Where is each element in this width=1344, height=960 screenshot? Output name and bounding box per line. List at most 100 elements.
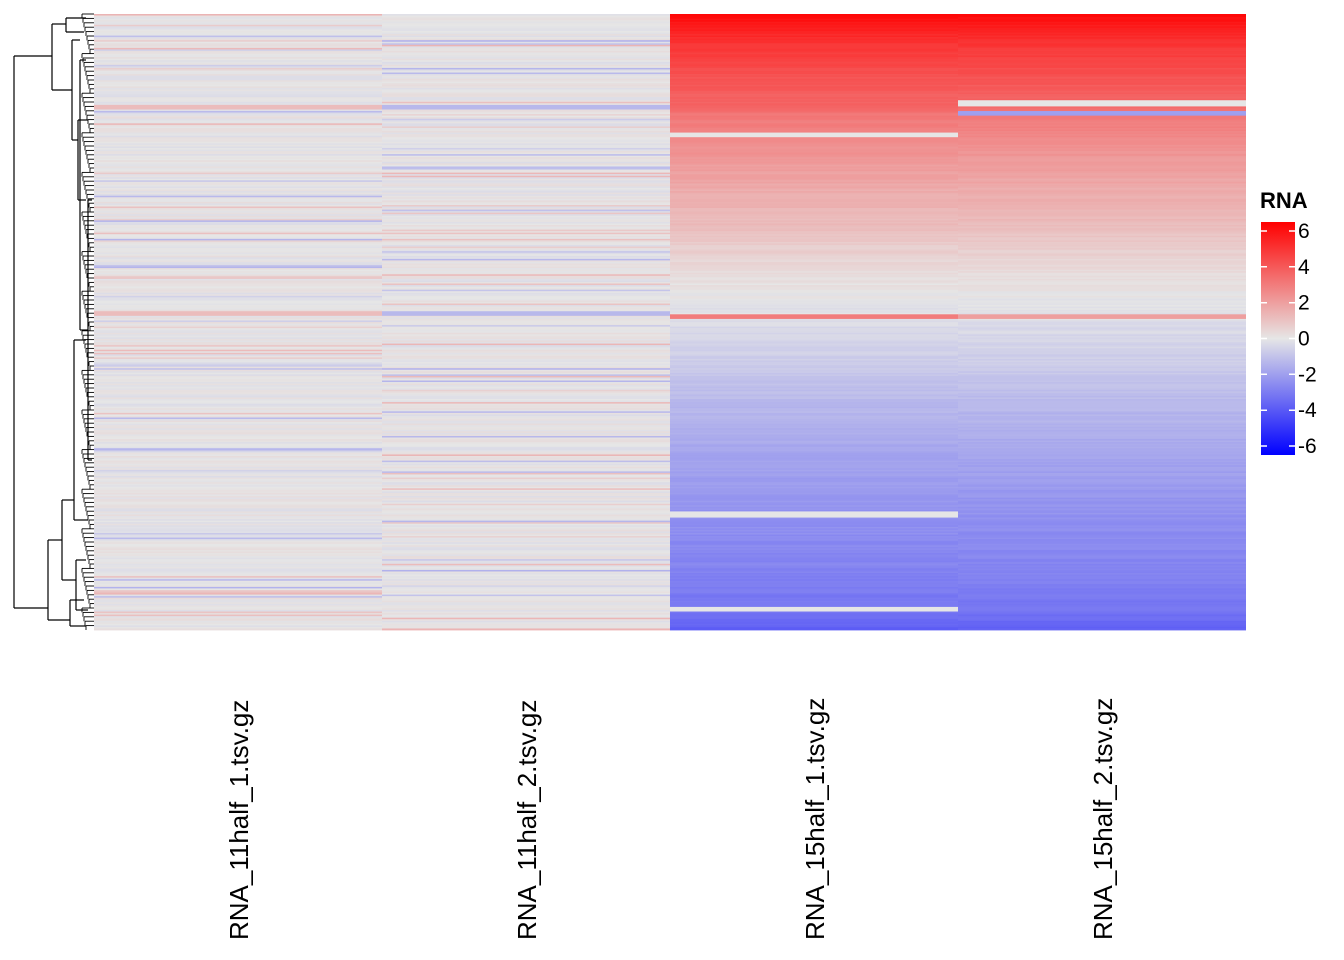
- heatmap-cell: [670, 174, 958, 177]
- heatmap-cell: [958, 322, 1246, 324]
- heatmap-cell: [94, 265, 382, 267]
- heatmap-cell: [670, 480, 958, 483]
- heatmap-cell: [670, 577, 958, 580]
- heatmap-cell: [382, 237, 670, 240]
- heatmap-cell: [94, 469, 382, 472]
- heatmap-cell: [382, 303, 670, 306]
- heatmap-cell: [958, 397, 1246, 400]
- heatmap-cell: [958, 402, 1246, 405]
- heatmap-cell: [670, 138, 958, 141]
- heatmap-cell: [958, 161, 1246, 164]
- heatmap-cell: [94, 397, 382, 400]
- heatmap-cell: [670, 126, 958, 129]
- heatmap-cell: [382, 477, 670, 480]
- heatmap-cell: [958, 343, 1246, 346]
- legend-tick-label: 0: [1298, 328, 1310, 351]
- heatmap-cell: [382, 114, 670, 117]
- heatmap-cell: [670, 223, 958, 226]
- heatmap-cell: [94, 491, 382, 494]
- heatmap-cell: [94, 482, 382, 485]
- heatmap-cell: [958, 217, 1246, 220]
- heatmap-cell: [670, 399, 958, 401]
- heatmap-cell: [958, 141, 1246, 144]
- heatmap-cell: [382, 155, 670, 158]
- heatmap-cell: [94, 362, 382, 364]
- heatmap-cell: [94, 562, 382, 565]
- heatmap-cell: [670, 34, 958, 36]
- heatmap-cell: [94, 286, 382, 289]
- heatmap-cell: [382, 38, 670, 41]
- heatmap-cell: [958, 127, 1246, 130]
- heatmap-cell: [94, 374, 382, 377]
- heatmap-cell: [382, 20, 670, 23]
- heatmap-cell: [94, 425, 382, 428]
- heatmap-cell: [670, 611, 958, 614]
- heatmap-cell: [94, 455, 382, 458]
- heatmap-cell: [382, 63, 670, 66]
- heatmap-cell: [670, 626, 958, 629]
- heatmap-cell: [94, 308, 382, 311]
- heatmap-cell: [958, 240, 1246, 243]
- heatmap-cell: [958, 34, 1246, 36]
- heatmap-cell: [958, 95, 1246, 98]
- heatmap-cell: [670, 43, 958, 46]
- heatmap-cell: [670, 375, 958, 378]
- heatmap-cell: [670, 94, 958, 97]
- heatmap-cell: [670, 117, 958, 120]
- heatmap-cell: [670, 591, 958, 594]
- heatmap-cell: [382, 58, 670, 61]
- heatmap-cell: [94, 166, 382, 169]
- heatmap-cell: [958, 472, 1246, 475]
- heatmap-cell: [382, 554, 670, 557]
- heatmap-cell: [94, 161, 382, 164]
- heatmap-cell: [958, 596, 1246, 599]
- heatmap-cell: [670, 391, 958, 394]
- heatmap-cell: [958, 355, 1246, 358]
- heatmap-cell: [670, 152, 958, 155]
- heatmap-cell: [958, 98, 1246, 101]
- heatmap-cell: [670, 394, 958, 397]
- heatmap-cell: [670, 437, 958, 440]
- heatmap-cell: [382, 197, 670, 200]
- heatmap-cell: [94, 80, 382, 83]
- heatmap-cell: [94, 54, 382, 56]
- heatmap-cell: [382, 168, 670, 170]
- heatmap-cell: [958, 585, 1246, 588]
- heatmap-cell: [382, 597, 670, 600]
- heatmap-cell: [670, 371, 958, 374]
- heatmap-cell: [670, 221, 958, 224]
- heatmap-cell: [958, 229, 1246, 232]
- heatmap-cell: [94, 43, 382, 46]
- heatmap-cell: [382, 228, 670, 230]
- heatmap-cell: [670, 585, 958, 588]
- heatmap-cell: [94, 112, 382, 115]
- heatmap-cell: [958, 152, 1246, 155]
- heatmap-cell: [958, 55, 1246, 58]
- heatmap-cell: [94, 283, 382, 286]
- heatmap-cell: [670, 613, 958, 615]
- heatmap-cell: [670, 383, 958, 386]
- heatmap-cell: [958, 143, 1246, 146]
- heatmap-cell: [94, 86, 382, 89]
- heatmap-cell: [382, 297, 670, 300]
- heatmap-cell: [958, 503, 1246, 506]
- heatmap-cell: [94, 613, 382, 615]
- heatmap-cell: [382, 448, 670, 451]
- heatmap-cell: [382, 609, 670, 612]
- heatmap-cell: [670, 283, 958, 286]
- heatmap-cell: [958, 619, 1246, 622]
- heatmap-cell: [958, 87, 1246, 90]
- legend-tick-label: -2: [1298, 363, 1317, 386]
- heatmap-cell: [94, 500, 382, 503]
- heatmap-cell: [94, 446, 382, 449]
- heatmap-cell: [670, 151, 958, 153]
- heatmap-cell: [958, 50, 1246, 53]
- heatmap-cell: [670, 479, 958, 482]
- heatmap-cell: [382, 40, 670, 43]
- heatmap-cell: [958, 506, 1246, 509]
- heatmap-cell: [94, 77, 382, 80]
- heatmap-cell: [958, 566, 1246, 569]
- heatmap-cell: [958, 378, 1246, 381]
- heatmap-cell: [94, 306, 382, 309]
- heatmap-cell: [382, 201, 670, 204]
